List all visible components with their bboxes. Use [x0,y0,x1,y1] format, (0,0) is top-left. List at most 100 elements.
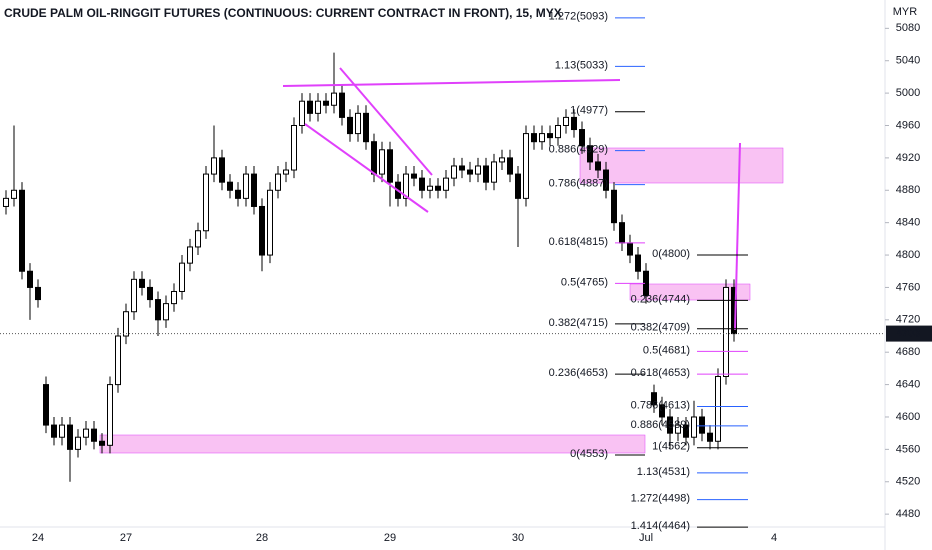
x-tick-label: 30 [512,532,524,544]
candle-body [339,92,345,118]
y-tick-label: 4840 [896,217,920,229]
fib-label: 0.618(4653) [631,367,690,379]
candle-body [611,189,617,224]
fib-label: 0.886(4929) [549,144,608,156]
candle-body [123,311,129,337]
candle-body [603,169,609,191]
candle-body [43,384,49,426]
candle-body [635,254,641,272]
candle-body [267,189,273,256]
candle-body [387,149,393,183]
y-tick-label: 5000 [896,87,920,99]
candle-body [219,157,225,183]
candle-body [11,189,17,199]
candle-body [355,112,361,135]
fib-label: 0(4553) [570,448,608,460]
last-price-badge [886,325,932,342]
candle-body [299,100,305,126]
x-tick-label: 29 [384,532,396,544]
fib-label: 0.236(4653) [549,367,608,379]
fib-label: 1.13(5033) [555,59,608,71]
candle-body [427,185,433,191]
fib-label: 1.414(4464) [631,520,690,532]
chart-title: CRUDE PALM OIL-RINGGIT FUTURES (CONTINUO… [4,6,562,20]
candle-body [203,173,209,232]
currency-label: MYR [893,6,918,18]
x-tick-label: 24 [32,532,44,544]
fib-label: 0.382(4709) [631,322,690,334]
y-tick-label: 4680 [896,346,920,358]
candle-body [715,375,721,442]
candle-body [291,124,297,171]
candle-body [227,181,233,191]
candle-body [659,404,665,418]
candle-body [491,161,497,183]
candle-body [195,230,201,248]
candle-body [459,165,465,171]
candle-body [539,133,545,143]
candle-body [59,424,65,438]
candle-body [411,173,417,179]
candle-body [323,100,329,106]
trend-line [339,67,433,176]
y-tick-label: 4560 [896,443,920,455]
zone [99,434,646,454]
candle-body [707,432,713,442]
fib-label: 1.272(4498) [631,492,690,504]
fib-label: 0.886(4589) [631,419,690,431]
candle-body [83,428,89,438]
y-tick-label: 4920 [896,152,920,164]
candle-body [451,165,457,179]
candle-body [315,100,321,114]
candle-body [99,440,105,446]
candle-body [251,173,257,207]
fib-label: 0.618(4815) [549,236,608,248]
x-tick-label: 27 [120,532,132,544]
candle-body [147,286,153,301]
candle-body [139,278,145,288]
candle-body [155,299,161,321]
fib-label: 0.236(4744) [631,293,690,305]
x-tick-label: 4 [771,532,777,544]
y-tick-label: 4760 [896,281,920,293]
candle-body [483,165,489,183]
y-tick-label: 4880 [896,184,920,196]
candle-body [179,262,185,292]
fib-label: 0.786(4613) [631,399,690,411]
candle-body [67,424,73,450]
y-tick-label: 4520 [896,476,920,488]
candle-body [507,157,513,175]
candle-body [171,290,177,305]
candle-body [403,173,409,199]
last-price-label: 4703 [896,327,920,339]
candle-body [691,416,697,438]
candle-body [587,145,593,163]
y-tick-label: 4480 [896,508,920,520]
candle-body [235,189,241,199]
candle-body [275,173,281,191]
candle-body [419,177,425,191]
candle-body [475,165,481,175]
fib-label: 0.5(4681) [643,344,690,356]
fib-label: 1.272(5093) [549,11,608,23]
candle-body [19,189,25,272]
projection-line [734,142,741,331]
candle-body [163,303,169,321]
candle-body [371,141,377,175]
y-tick-label: 5040 [896,55,920,67]
candle-body [131,278,137,313]
candle-body [3,197,9,207]
zone [579,147,784,184]
candle-body [619,222,625,244]
candle-body [443,177,449,191]
candle-body [531,133,537,143]
fib-label: 1(4977) [570,105,608,117]
candle-body [283,169,289,175]
candle-body [187,246,193,264]
fib-label: 1.13(4531) [637,466,690,478]
candle-body [571,116,577,131]
candle-body [579,129,585,147]
candle-body [675,424,681,434]
candle-body [595,161,601,171]
